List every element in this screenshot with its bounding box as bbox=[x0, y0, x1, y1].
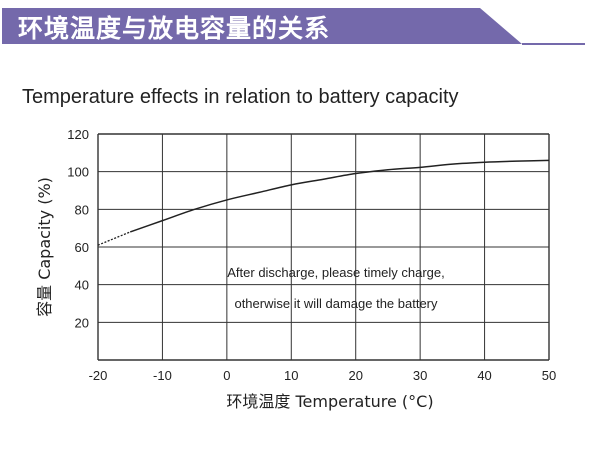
y-tick-label: 40 bbox=[75, 278, 89, 293]
section-banner: 环境温度与放电容量的关系 bbox=[0, 0, 600, 50]
x-tick-label: 30 bbox=[413, 368, 427, 383]
x-axis-label: 环境温度 Temperature (°C) bbox=[226, 392, 433, 411]
y-axis-label: 容量 Capacity (%) bbox=[35, 177, 54, 317]
x-tick-label: 50 bbox=[542, 368, 556, 383]
x-tick-label: -20 bbox=[89, 368, 108, 383]
banner-shape bbox=[2, 8, 585, 45]
series-line-dashed bbox=[97, 231, 131, 246]
y-tick-label: 60 bbox=[75, 240, 89, 255]
x-tick-label: 20 bbox=[348, 368, 362, 383]
banner-title: 环境温度与放电容量的关系 bbox=[18, 14, 331, 43]
annotation-1: After discharge, please timely charge, bbox=[227, 265, 445, 280]
x-tick-label: -10 bbox=[153, 368, 172, 383]
annotation-2: otherwise it will damage the battery bbox=[234, 296, 438, 311]
chart-title: Temperature effects in relation to batte… bbox=[22, 86, 459, 108]
x-tick-label: 40 bbox=[477, 368, 491, 383]
y-tick-label: 100 bbox=[67, 165, 89, 180]
y-tick-label: 80 bbox=[75, 202, 89, 217]
y-tick-label: 20 bbox=[75, 315, 89, 330]
y-tick-label: 120 bbox=[67, 127, 89, 142]
x-tick-label: 10 bbox=[284, 368, 298, 383]
x-tick-label: 0 bbox=[223, 368, 230, 383]
series-line bbox=[129, 159, 550, 233]
